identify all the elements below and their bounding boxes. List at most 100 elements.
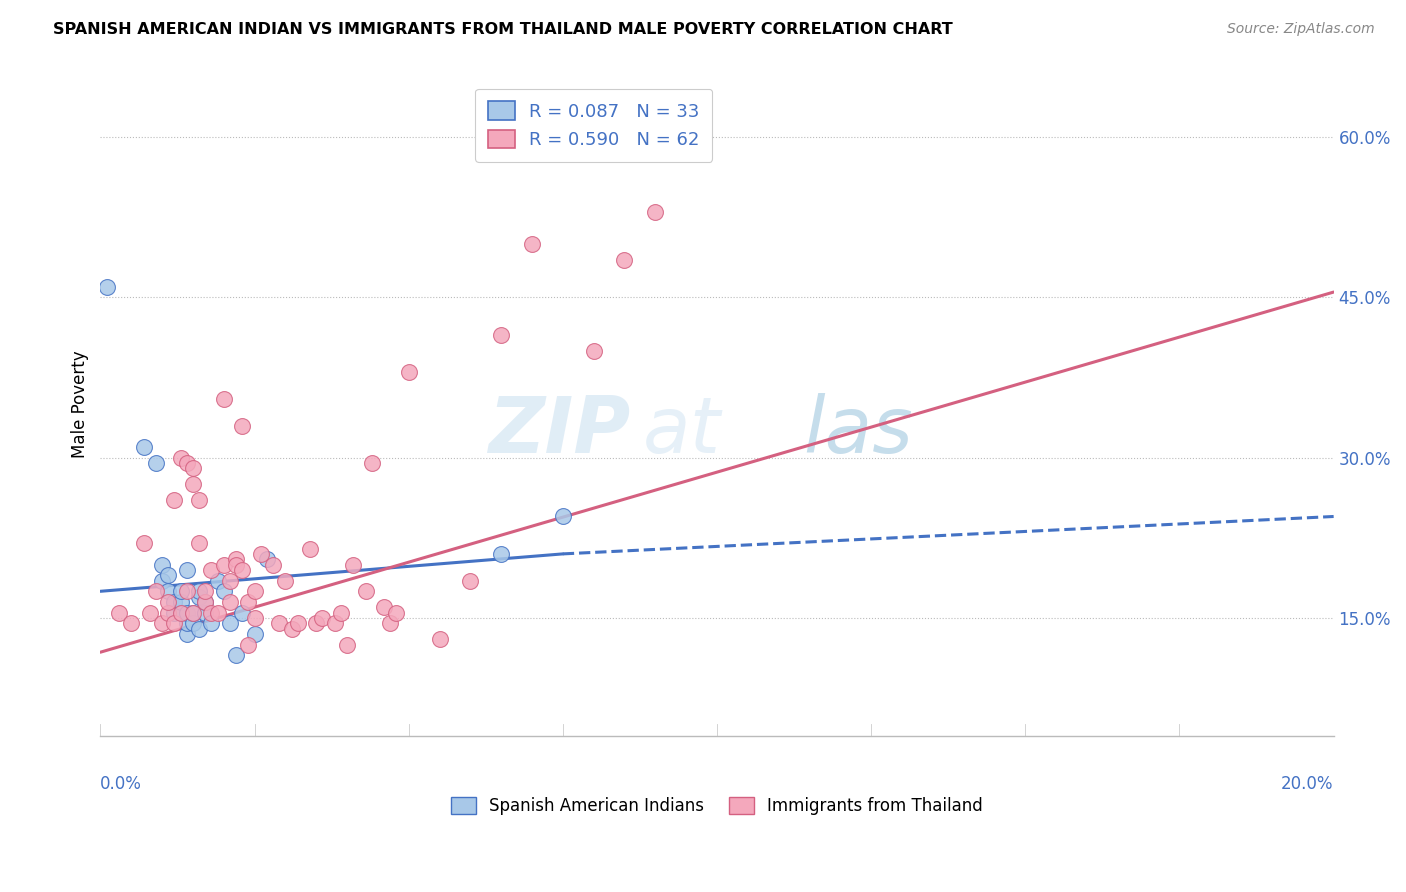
Point — [489, 327, 512, 342]
Point — [157, 568, 180, 582]
Point — [157, 584, 180, 599]
Point — [243, 627, 266, 641]
Point — [150, 574, 173, 588]
Point — [176, 627, 198, 641]
Point — [138, 606, 160, 620]
Text: at: at — [643, 392, 721, 469]
Point — [249, 547, 271, 561]
Point — [200, 563, 222, 577]
Point — [256, 552, 278, 566]
Point — [225, 552, 247, 566]
Point — [311, 611, 333, 625]
Point — [207, 574, 229, 588]
Point — [163, 616, 186, 631]
Point — [373, 600, 395, 615]
Point — [200, 616, 222, 631]
Point — [212, 584, 235, 599]
Point — [176, 563, 198, 577]
Point — [188, 590, 211, 604]
Point — [181, 477, 204, 491]
Text: ZIP: ZIP — [488, 392, 631, 469]
Text: SPANISH AMERICAN INDIAN VS IMMIGRANTS FROM THAILAND MALE POVERTY CORRELATION CHA: SPANISH AMERICAN INDIAN VS IMMIGRANTS FR… — [53, 22, 953, 37]
Point — [181, 616, 204, 631]
Point — [218, 574, 240, 588]
Point — [274, 574, 297, 588]
Point — [188, 622, 211, 636]
Legend: Spanish American Indians, Immigrants from Thailand: Spanish American Indians, Immigrants fro… — [444, 790, 990, 822]
Point — [194, 584, 217, 599]
Point — [207, 606, 229, 620]
Point — [200, 606, 222, 620]
Point — [169, 584, 191, 599]
Point — [613, 252, 636, 267]
Point — [489, 547, 512, 561]
Point — [238, 595, 260, 609]
Point — [225, 558, 247, 572]
Point — [108, 606, 131, 620]
Point — [150, 616, 173, 631]
Point — [188, 493, 211, 508]
Point — [218, 616, 240, 631]
Point — [169, 606, 191, 620]
Point — [429, 632, 451, 647]
Point — [218, 595, 240, 609]
Point — [181, 606, 204, 620]
Point — [336, 638, 359, 652]
Point — [176, 584, 198, 599]
Point — [360, 456, 382, 470]
Point — [305, 616, 328, 631]
Point — [132, 440, 155, 454]
Point — [238, 638, 260, 652]
Point — [163, 595, 186, 609]
Point — [231, 606, 253, 620]
Point — [163, 606, 186, 620]
Point — [262, 558, 284, 572]
Point — [225, 648, 247, 663]
Point — [329, 606, 352, 620]
Point — [582, 343, 605, 358]
Point — [176, 606, 198, 620]
Point — [194, 595, 217, 609]
Point — [176, 456, 198, 470]
Point — [644, 205, 666, 219]
Point — [194, 606, 217, 620]
Point — [181, 606, 204, 620]
Y-axis label: Male Poverty: Male Poverty — [72, 351, 89, 458]
Point — [157, 595, 180, 609]
Point — [163, 493, 186, 508]
Text: 0.0%: 0.0% — [100, 775, 142, 793]
Point — [231, 563, 253, 577]
Point — [551, 509, 574, 524]
Text: Source: ZipAtlas.com: Source: ZipAtlas.com — [1227, 22, 1375, 37]
Text: 20.0%: 20.0% — [1281, 775, 1334, 793]
Point — [96, 279, 118, 293]
Point — [169, 450, 191, 465]
Point — [354, 584, 377, 599]
Point — [231, 418, 253, 433]
Point — [398, 365, 420, 379]
Point — [385, 606, 408, 620]
Point — [188, 584, 211, 599]
Point — [194, 595, 217, 609]
Point — [157, 606, 180, 620]
Point — [212, 392, 235, 406]
Point — [132, 536, 155, 550]
Point — [342, 558, 364, 572]
Point — [323, 616, 346, 631]
Point — [145, 584, 167, 599]
Point — [460, 574, 482, 588]
Point — [243, 611, 266, 625]
Text: las: las — [803, 392, 912, 469]
Point — [287, 616, 309, 631]
Point — [243, 584, 266, 599]
Point — [280, 622, 302, 636]
Point — [169, 595, 191, 609]
Point — [150, 558, 173, 572]
Point — [176, 616, 198, 631]
Point — [269, 616, 291, 631]
Point — [120, 616, 142, 631]
Point — [188, 536, 211, 550]
Point — [169, 606, 191, 620]
Point — [181, 461, 204, 475]
Point — [145, 456, 167, 470]
